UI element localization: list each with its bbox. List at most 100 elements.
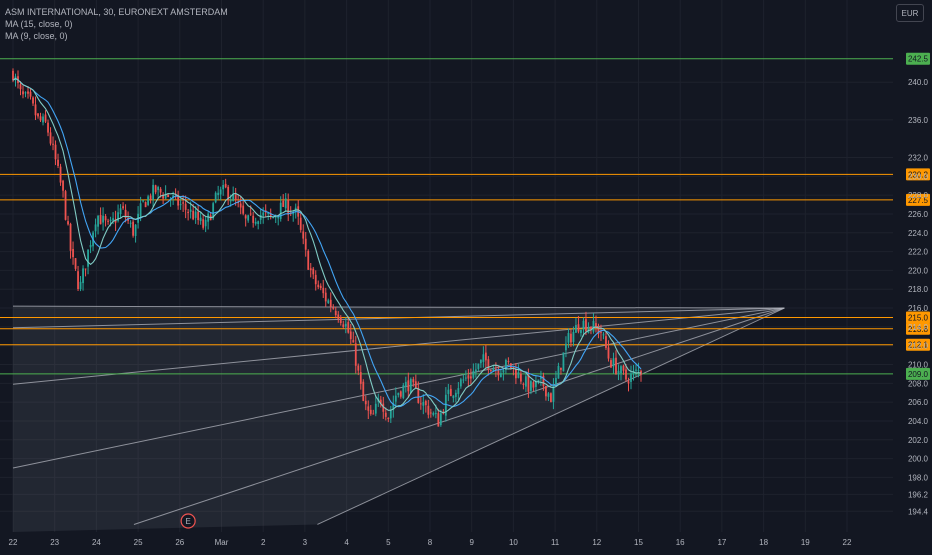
candle-body [444,394,447,416]
price-level-tag [906,52,930,65]
triangle-region [13,306,785,532]
x-tick-label: 18 [759,538,768,547]
candle-body [134,224,137,237]
candle-body [42,116,44,123]
ma9-line [12,77,642,414]
candle-body [102,215,104,223]
candle-body [159,188,162,193]
y-tick-label: 232.0 [908,153,929,162]
price-level-tag [906,168,930,181]
candle-body [57,159,59,166]
candle-body [82,268,84,284]
indicator-ma15[interactable]: MA (15, close, 0) [5,19,73,29]
candle-body [307,250,310,270]
candle-body [244,215,247,219]
candle-body [184,203,187,210]
candle-body [309,268,312,271]
candle-body [239,203,242,208]
candle-body [605,336,607,348]
x-tick-label: 19 [801,538,810,547]
candle-body [99,214,102,225]
candle-body [164,193,167,199]
candle-body [469,376,472,379]
trend-lines [12,305,785,525]
candle-body [282,200,285,207]
candle-body [39,116,42,121]
candle-body [229,199,232,202]
candle-body [19,84,22,90]
y-tick-label: 226.0 [908,210,929,219]
candle-body [482,354,485,362]
candle-body [507,360,510,362]
candle-body [172,195,175,198]
candle-body [302,231,305,239]
candle-body [189,209,192,212]
candle-body [292,212,295,215]
candle-body [354,343,357,366]
x-tick-label: 23 [50,538,59,547]
candle-body [274,216,277,218]
candle-body [409,379,412,394]
candle-body [392,403,395,410]
price-level-tag [906,193,930,206]
candle-body [284,198,287,209]
candle-body [129,222,132,224]
axes: 194.4 196.2 198.0 200.0 202.0 204.0 206.0 208.0… [9,78,929,547]
candle-body [592,320,595,332]
candle-body [202,219,205,228]
indicator-ma9[interactable]: MA (9, close, 0) [5,31,68,41]
candle-body [279,202,282,219]
price-level-label: 215.0 [908,313,929,322]
trend-line [12,305,785,309]
candle-body [204,219,207,227]
candle-body [77,271,79,290]
candle-body [234,194,237,201]
candle-body [29,91,32,97]
candle-body [417,387,420,403]
candle-body [199,217,202,222]
candle-body [419,403,422,405]
candle-body [610,360,612,368]
candle-body [194,211,197,218]
candle-body [597,326,600,334]
y-tick-label: 206.0 [908,398,929,407]
earnings-marker-label: E [185,517,190,526]
candle-body [179,204,182,206]
candle-body [212,203,215,219]
candle-body [477,363,480,369]
candle-body [595,323,597,328]
candle-body [362,381,365,401]
currency-badge[interactable]: EUR [896,4,924,22]
candle-body [152,184,155,200]
candle-body [112,218,114,221]
candle-body [242,205,245,214]
ma15-line [12,77,642,408]
candle-body [577,324,580,332]
candle-body [247,215,250,221]
x-tick-label: Mar [215,538,229,547]
candle-body [257,221,260,225]
candle-body [560,367,562,370]
candle-body [72,248,74,258]
candle-body [600,331,602,333]
candle-body [62,180,64,191]
price-level-label: 212.1 [908,341,929,350]
candle-body [124,209,127,218]
candle-body [582,320,585,330]
candle-body [182,202,185,204]
x-tick-label: 24 [92,538,101,547]
candle-body [347,322,350,333]
candle-body [557,365,560,379]
candle-body [630,373,632,382]
price-level-label: 230.2 [908,170,929,179]
candle-body [67,221,69,225]
candle-body [502,370,505,373]
candle-body [532,382,535,388]
candle-body [314,274,317,285]
candle-body [312,268,315,275]
x-tick-label: 4 [344,538,349,547]
y-tick-label: 208.0 [908,379,929,388]
candle-body [79,281,82,290]
candle-body [27,91,29,94]
